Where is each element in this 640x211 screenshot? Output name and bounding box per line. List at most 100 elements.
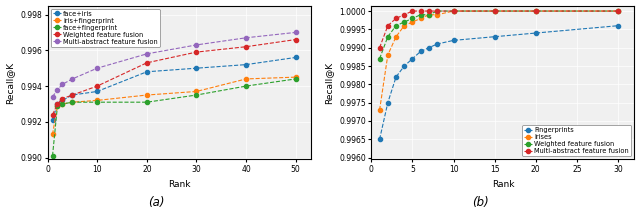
Irises <box>614 10 622 12</box>
Legend: face+iris, iris+fingerprint, face+fingerprint, Weighted feature fusion, Multi-ab: face+iris, iris+fingerprint, face+finger… <box>51 9 159 47</box>
face+fingerprint <box>292 78 300 80</box>
Y-axis label: Recall@K: Recall@K <box>324 61 333 104</box>
Irises <box>450 10 458 12</box>
Fingerprints <box>408 57 416 60</box>
Irises <box>417 17 424 20</box>
Weighted feature fusion <box>491 10 499 12</box>
iris+fingerprint <box>143 94 150 96</box>
Fingerprints <box>491 35 499 38</box>
Irises <box>401 24 408 27</box>
iris+fingerprint <box>292 76 300 78</box>
Multi-abstract feature fusion <box>68 78 76 80</box>
Weighted feature fusion <box>376 57 383 60</box>
Weighted feature fusion <box>49 114 56 116</box>
Fingerprints <box>417 50 424 53</box>
Multi-abstract feature fusion <box>376 46 383 49</box>
Weighted feature fusion <box>143 62 150 64</box>
Weighted feature fusion <box>59 97 67 100</box>
Multi-abstract feature fusion <box>408 10 416 12</box>
Multi-abstract feature fusion <box>54 88 61 91</box>
face+iris <box>193 67 200 69</box>
Irises <box>532 10 540 12</box>
Line: Weighted feature fusion: Weighted feature fusion <box>51 38 298 117</box>
face+fingerprint <box>143 101 150 103</box>
Multi-abstract feature fusion <box>401 14 408 16</box>
face+fingerprint <box>243 85 250 87</box>
Multi-abstract feature fusion <box>417 10 424 12</box>
face+fingerprint <box>93 101 101 103</box>
Fingerprints <box>401 65 408 67</box>
Legend: Fingerprints, Irises, Weighted feature fusion, Multi-abstract feature fusion: Fingerprints, Irises, Weighted feature f… <box>522 125 631 156</box>
face+iris <box>93 90 101 93</box>
iris+fingerprint <box>59 103 67 105</box>
Weighted feature fusion <box>243 45 250 48</box>
Weighted feature fusion <box>384 35 392 38</box>
face+fingerprint <box>193 94 200 96</box>
Fingerprints <box>425 46 433 49</box>
Weighted feature fusion <box>193 51 200 53</box>
Line: Irises: Irises <box>378 9 620 112</box>
Weighted feature fusion <box>408 17 416 20</box>
Weighted feature fusion <box>614 10 622 12</box>
face+iris <box>292 56 300 59</box>
X-axis label: Rank: Rank <box>492 180 514 189</box>
Fingerprints <box>614 24 622 27</box>
Irises <box>392 35 400 38</box>
face+fingerprint <box>68 101 76 103</box>
Weighted feature fusion <box>532 10 540 12</box>
Multi-abstract feature fusion <box>93 67 101 69</box>
Weighted feature fusion <box>68 94 76 96</box>
face+iris <box>68 94 76 96</box>
Multi-abstract feature fusion <box>450 10 458 12</box>
Fingerprints <box>392 76 400 78</box>
Irises <box>384 54 392 56</box>
Weighted feature fusion <box>93 85 101 87</box>
Irises <box>425 14 433 16</box>
iris+fingerprint <box>49 133 56 136</box>
Weighted feature fusion <box>433 10 441 12</box>
Multi-abstract feature fusion <box>193 44 200 46</box>
Multi-abstract feature fusion <box>143 53 150 55</box>
Line: iris+fingerprint: iris+fingerprint <box>51 75 298 137</box>
Fingerprints <box>450 39 458 42</box>
Irises <box>408 21 416 23</box>
iris+fingerprint <box>243 78 250 80</box>
Line: face+fingerprint: face+fingerprint <box>51 77 298 158</box>
Weighted feature fusion <box>401 21 408 23</box>
iris+fingerprint <box>68 101 76 103</box>
face+fingerprint <box>54 104 61 107</box>
Multi-abstract feature fusion <box>433 10 441 12</box>
Irises <box>376 109 383 111</box>
face+iris <box>59 99 67 102</box>
Multi-abstract feature fusion <box>392 17 400 20</box>
Y-axis label: Recall@K: Recall@K <box>6 61 15 104</box>
Fingerprints <box>384 101 392 104</box>
Multi-abstract feature fusion <box>59 83 67 85</box>
Line: Multi-abstract feature fusion: Multi-abstract feature fusion <box>378 9 620 50</box>
X-axis label: Rank: Rank <box>168 180 190 189</box>
Weighted feature fusion <box>417 14 424 16</box>
Multi-abstract feature fusion <box>243 37 250 39</box>
Weighted feature fusion <box>392 24 400 27</box>
Line: Fingerprints: Fingerprints <box>378 24 620 141</box>
Line: Weighted feature fusion: Weighted feature fusion <box>378 9 620 61</box>
iris+fingerprint <box>54 104 61 107</box>
Multi-abstract feature fusion <box>532 10 540 12</box>
face+iris <box>54 103 61 105</box>
Text: (a): (a) <box>148 196 165 209</box>
Weighted feature fusion <box>292 38 300 41</box>
Multi-abstract feature fusion <box>491 10 499 12</box>
Irises <box>491 10 499 12</box>
Line: Multi-abstract feature fusion: Multi-abstract feature fusion <box>51 30 298 99</box>
Fingerprints <box>532 32 540 34</box>
iris+fingerprint <box>93 99 101 102</box>
Line: face+iris: face+iris <box>51 55 298 122</box>
Text: (b): (b) <box>472 196 488 209</box>
face+fingerprint <box>59 103 67 105</box>
Irises <box>433 14 441 16</box>
iris+fingerprint <box>193 90 200 93</box>
face+fingerprint <box>49 155 56 157</box>
Multi-abstract feature fusion <box>384 24 392 27</box>
Multi-abstract feature fusion <box>614 10 622 12</box>
Weighted feature fusion <box>450 10 458 12</box>
